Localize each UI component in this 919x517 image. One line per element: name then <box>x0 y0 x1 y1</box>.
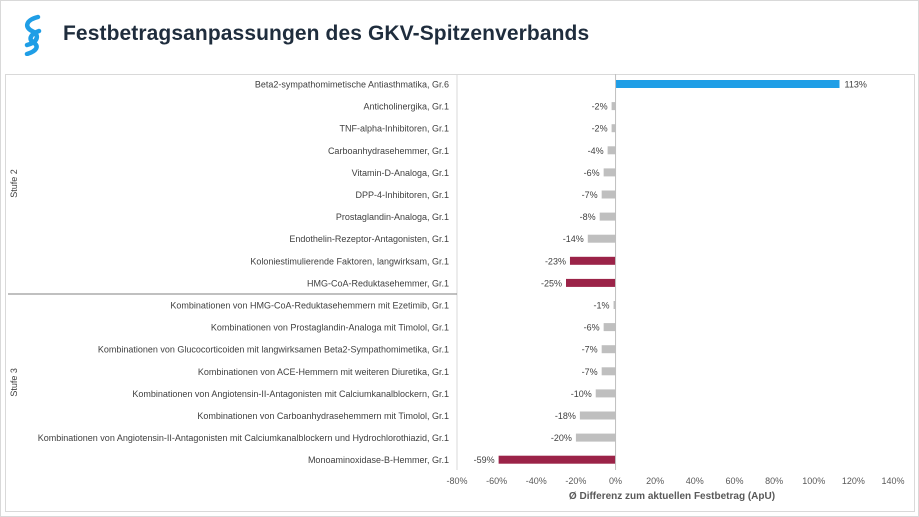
bar <box>613 301 616 309</box>
data-label: -7% <box>582 190 598 200</box>
bar <box>599 212 616 221</box>
data-label: -10% <box>571 389 592 399</box>
logo-icon <box>24 14 42 56</box>
category-label: Vitamin-D-Analoga, Gr.1 <box>352 168 449 178</box>
data-label: -2% <box>592 102 608 112</box>
category-label: Kombinationen von Prostaglandin-Analoga … <box>211 323 449 333</box>
category-label: Kombinationen von Angiotensin-II-Antagon… <box>38 433 449 443</box>
bar <box>615 80 840 88</box>
category-label: Endothelin-Rezeptor-Antagonisten, Gr.1 <box>289 234 449 244</box>
bar <box>579 411 616 420</box>
category-label: HMG-CoA-Reduktasehemmer, Gr.1 <box>307 278 449 288</box>
x-tick-label: 60% <box>725 476 743 486</box>
data-label: -23% <box>545 256 566 266</box>
group-label: Stufe 2 <box>9 169 19 198</box>
category-label: Beta2-sympathomimetische Antiasthmatika,… <box>255 80 449 90</box>
x-tick-label: -60% <box>486 476 507 486</box>
category-label: TNF-alpha-Inhibitoren, Gr.1 <box>339 124 449 134</box>
bar <box>575 433 616 442</box>
category-label: Koloniestimulierende Faktoren, langwirks… <box>250 256 449 266</box>
category-label: Kombinationen von Glucocorticoiden mit l… <box>98 345 449 355</box>
x-tick-label: 100% <box>802 476 825 486</box>
bar <box>611 102 616 111</box>
category-label: Kombinationen von Angiotensin-II-Antagon… <box>132 389 449 399</box>
data-label: -25% <box>541 278 562 288</box>
data-label: -20% <box>551 433 572 443</box>
category-label: Anticholinergika, Gr.1 <box>363 102 449 112</box>
axis-layer: -80% -60% -40% -20% 0% 20% 40% 60% 80% 100% 120% 14… <box>8 74 905 486</box>
bar <box>603 323 616 332</box>
header: Festbetragsanpassungen des GKV-Spitzenve… <box>0 0 919 70</box>
bar <box>595 389 616 398</box>
x-tick-label: 140% <box>881 476 904 486</box>
data-label: -6% <box>584 323 600 333</box>
bar <box>601 190 616 199</box>
data-label: -4% <box>588 146 604 156</box>
data-label: -8% <box>580 212 596 222</box>
data-label: -18% <box>555 411 576 421</box>
category-label: Monoaminoxidase-B-Hemmer, Gr.1 <box>308 455 449 465</box>
data-label: -59% <box>474 455 495 465</box>
bar <box>498 455 616 464</box>
x-tick-label: -20% <box>565 476 586 486</box>
bar <box>601 367 616 376</box>
category-label: Kombinationen von HMG-CoA-Reduktasehemme… <box>170 301 449 311</box>
category-label: DPP-4-Inhibitoren, Gr.1 <box>355 190 449 200</box>
data-label: -14% <box>563 234 584 244</box>
label-layer: Beta2-sympathomimetische Antiasthmatika,… <box>9 80 867 466</box>
bar <box>569 256 616 265</box>
category-label: Carboanhydrasehemmer, Gr.1 <box>328 146 449 156</box>
x-tick-label: -80% <box>446 476 467 486</box>
x-tick-label: 120% <box>842 476 865 486</box>
page-title: Festbetragsanpassungen des GKV-Spitzenve… <box>63 22 590 45</box>
data-label: -2% <box>592 124 608 134</box>
x-tick-label: -40% <box>526 476 547 486</box>
category-label: Kombinationen von Carboanhydrasehemmern … <box>197 411 449 421</box>
category-label: Kombinationen von ACE-Hemmern mit weiter… <box>198 367 449 377</box>
bar <box>566 278 616 287</box>
bar <box>611 124 616 133</box>
x-tick-label: 0% <box>609 476 622 486</box>
x-tick-label: 80% <box>765 476 783 486</box>
category-label: Prostaglandin-Analoga, Gr.1 <box>336 212 449 222</box>
bar-layer <box>498 80 840 464</box>
data-label: -7% <box>582 345 598 355</box>
bar <box>603 168 616 177</box>
group-label: Stufe 3 <box>9 368 19 397</box>
bar <box>587 234 616 243</box>
x-tick-label: 40% <box>686 476 704 486</box>
x-tick-label: 20% <box>646 476 664 486</box>
data-label: 113% <box>844 80 866 90</box>
data-label: -7% <box>582 367 598 377</box>
bar <box>601 345 616 354</box>
bar <box>607 146 616 155</box>
data-label: -1% <box>594 301 610 311</box>
data-label: -6% <box>584 168 600 178</box>
x-axis-title: Ø Differenz zum aktuellen Festbetrag (Ap… <box>569 491 775 502</box>
chart-frame <box>5 74 915 512</box>
